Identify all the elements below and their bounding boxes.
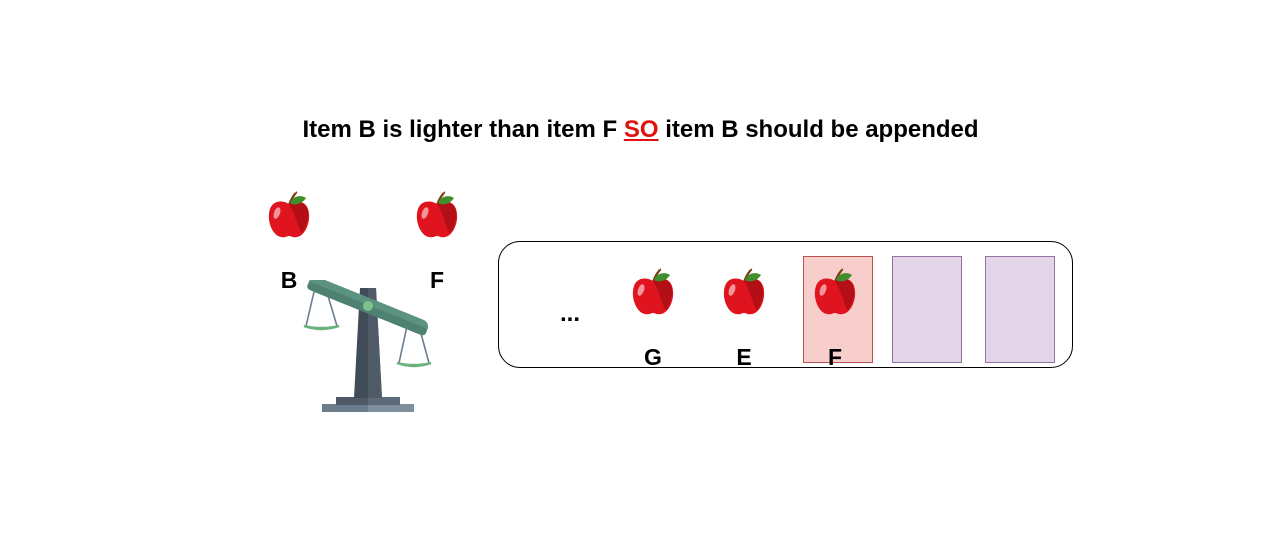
ellipsis: ... <box>559 300 580 327</box>
apple-icon <box>266 191 312 239</box>
empty-slot <box>985 256 1055 363</box>
apple-icon <box>812 268 858 316</box>
balance-scale-icon <box>300 280 435 415</box>
apple-icon <box>414 191 460 239</box>
caption-part1: Item B is lighter than item F <box>302 116 618 143</box>
list-item-label: G <box>644 344 662 370</box>
caption-part2: item B should be appended <box>665 116 979 143</box>
scale-left-label: B <box>280 267 298 293</box>
empty-slot <box>892 256 962 363</box>
apple-icon <box>721 268 767 316</box>
caption-emphasis: SO <box>623 116 659 143</box>
caption: Item B is lighter than item F SO item B … <box>0 116 1281 144</box>
list-item-label: F <box>827 344 843 370</box>
list-item-label: E <box>736 344 752 370</box>
scale-right-label: F <box>429 267 445 293</box>
apple-icon <box>630 268 676 316</box>
list-container <box>498 241 1073 368</box>
